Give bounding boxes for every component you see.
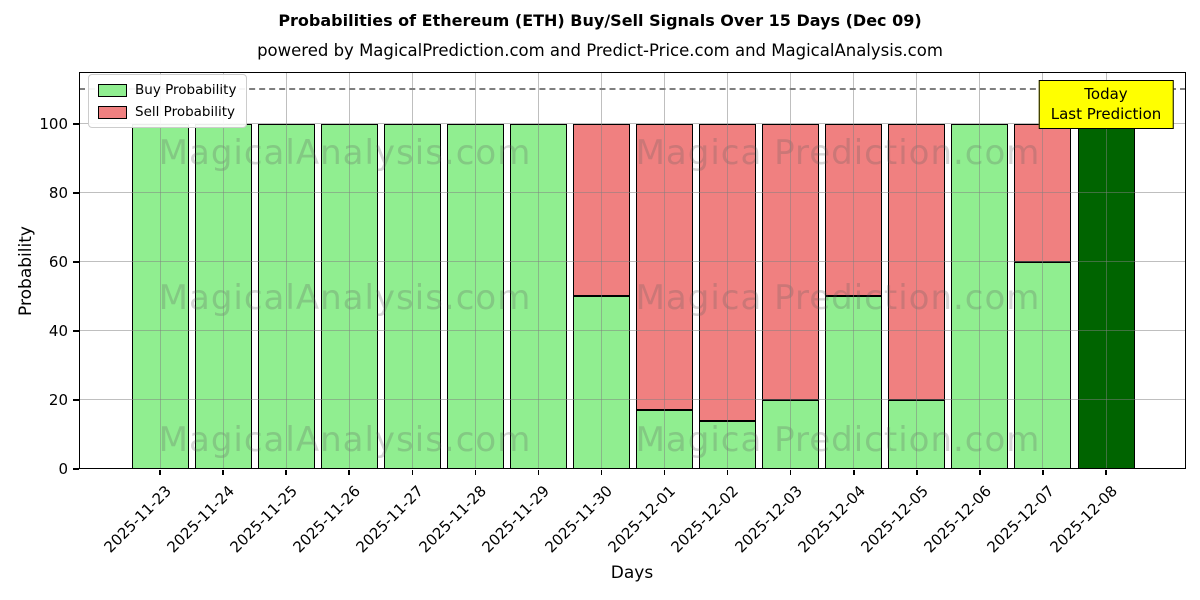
x-gridline	[411, 72, 413, 469]
legend-label-buy: Buy Probability	[135, 82, 237, 98]
y-tick-label: 40	[48, 321, 68, 340]
today-annotation-line1: Today	[1084, 85, 1128, 103]
y-tick	[73, 330, 79, 332]
y-tick	[73, 399, 79, 401]
y-gridline	[79, 330, 1186, 332]
x-gridline	[348, 72, 350, 469]
x-tick	[411, 470, 414, 475]
buy-swatch-icon	[98, 83, 127, 97]
watermark-right: Magica Prediction.com	[635, 278, 1041, 318]
chart-subtitle: powered by MagicalPrediction.com and Pre…	[257, 41, 943, 60]
x-tick-label: 2025-11-23	[100, 482, 175, 557]
watermark-left: MagicalAnalysis.com	[158, 278, 532, 318]
x-gridline	[285, 72, 287, 469]
x-tick-label: 2025-12-08	[1046, 482, 1121, 557]
x-gridline	[474, 72, 476, 469]
x-gridline	[853, 72, 855, 469]
x-gridline	[1042, 72, 1044, 469]
x-tick-label: 2025-11-24	[163, 482, 238, 557]
today-annotation-line2: Last Prediction	[1050, 105, 1162, 124]
x-axis-label: Days	[610, 563, 654, 583]
x-tick-label: 2025-11-28	[415, 482, 491, 557]
legend-item-sell: Sell Probability	[98, 104, 236, 120]
x-gridline	[537, 72, 539, 469]
watermark-right: Magica Prediction.com	[635, 420, 1041, 460]
x-tick-label: 2025-11-25	[226, 482, 301, 557]
x-tick-label: 2025-12-07	[983, 482, 1058, 557]
x-tick-label: 2025-12-03	[731, 482, 806, 557]
y-gridline	[79, 399, 1186, 401]
x-tick-label: 2025-12-02	[667, 482, 743, 557]
x-tick	[159, 470, 161, 475]
x-tick	[537, 470, 540, 475]
watermark-left: MagicalAnalysis.com	[158, 133, 532, 173]
x-tick-label: 2025-11-26	[289, 482, 364, 557]
y-tick-label: 60	[48, 252, 68, 271]
x-tick-label: 2025-11-29	[478, 482, 554, 557]
y-tick	[73, 261, 79, 263]
x-tick	[222, 470, 224, 475]
x-tick-label: 2025-11-27	[352, 482, 428, 557]
x-tick	[789, 470, 792, 475]
x-tick	[1105, 470, 1107, 475]
x-tick	[853, 470, 855, 475]
x-tick	[979, 470, 981, 475]
watermark-left: MagicalAnalysis.com	[158, 420, 532, 460]
x-gridline	[159, 72, 161, 469]
legend: Buy Probability Sell Probability	[88, 74, 248, 128]
y-tick-label: 100	[39, 114, 68, 133]
y-gridline	[79, 261, 1186, 263]
x-gridline	[790, 72, 792, 469]
legend-item-buy: Buy Probability	[98, 82, 236, 98]
x-gridline	[222, 72, 224, 469]
y-tick-label: 20	[48, 390, 68, 409]
y-tick	[73, 468, 79, 470]
sell-swatch-icon	[98, 105, 127, 119]
today-annotation: Today Last Prediction	[1038, 80, 1174, 129]
x-tick-label: 2025-12-06	[920, 482, 995, 557]
y-tick-label: 80	[48, 183, 68, 202]
x-tick	[663, 470, 666, 475]
x-gridline	[916, 72, 918, 469]
watermark-right: Magica Prediction.com	[635, 133, 1041, 173]
y-axis-label: Probability	[16, 226, 36, 316]
x-tick-label: 2025-12-05	[857, 482, 932, 557]
x-tick	[474, 470, 477, 475]
y-tick	[73, 192, 79, 194]
x-tick	[1042, 470, 1044, 475]
x-tick-label: 2025-11-30	[541, 482, 617, 557]
y-tick-label: 0	[58, 460, 68, 478]
y-gridline	[79, 192, 1186, 194]
x-tick	[600, 470, 603, 475]
x-tick	[285, 470, 287, 475]
legend-label-sell: Sell Probability	[135, 104, 236, 120]
y-tick	[73, 123, 79, 125]
y-gridline	[79, 123, 1186, 125]
x-tick	[348, 470, 350, 475]
chart-title: Probabilities of Ethereum (ETH) Buy/Sell…	[278, 11, 922, 30]
x-tick	[916, 470, 918, 475]
x-gridline	[727, 72, 729, 469]
x-gridline	[1105, 72, 1107, 469]
x-gridline	[979, 72, 981, 469]
dashed-threshold-line	[79, 88, 1186, 91]
x-gridline	[664, 72, 666, 469]
x-gridline	[600, 72, 602, 469]
x-tick	[726, 470, 729, 475]
